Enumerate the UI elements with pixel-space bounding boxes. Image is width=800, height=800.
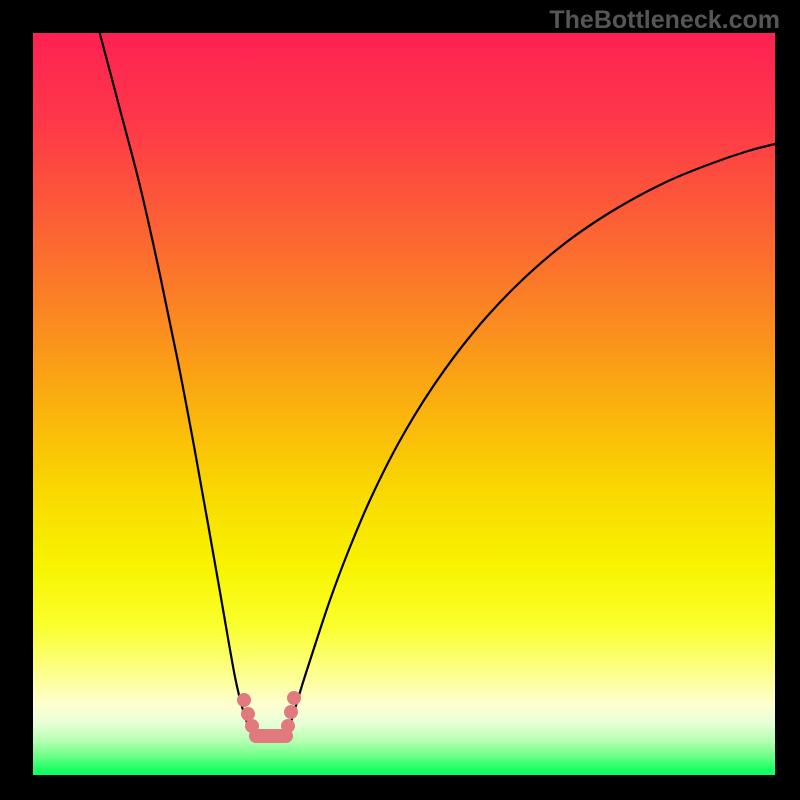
curve-left-branch [96,19,253,734]
trough-dot-3 [281,719,295,733]
trough-dot-2 [245,719,259,733]
trough-dot-1 [241,707,255,721]
trough-dot-5 [287,691,301,705]
curve-overlay [0,0,800,800]
chart-frame: TheBottleneck.com [0,0,800,800]
trough-dot-4 [284,705,298,719]
curve-right-branch [287,144,775,734]
trough-dot-0 [237,693,251,707]
watermark-text: TheBottleneck.com [549,6,780,35]
